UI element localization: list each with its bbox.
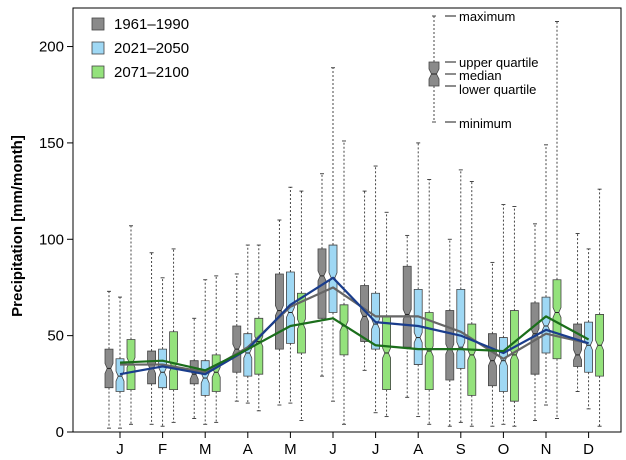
box-2-A	[243, 244, 253, 404]
box-1-J	[317, 173, 327, 377]
series-line-2	[119, 276, 589, 376]
x-tick-label: M	[199, 441, 212, 458]
plot-frame	[72, 7, 622, 433]
key-label-median: median	[459, 68, 502, 83]
x-tick-label: J	[372, 441, 380, 458]
y-tick-label: 0	[56, 424, 64, 441]
box-1-O	[488, 261, 497, 427]
box-2-S	[456, 169, 466, 423]
box-body	[467, 323, 477, 396]
x-tick-label: A	[413, 441, 423, 458]
box-3-A	[254, 244, 264, 412]
legend-label: 2021–2050	[114, 40, 189, 57]
box-2-M	[286, 186, 295, 404]
box-2-J	[328, 67, 338, 402]
series-line-3	[119, 315, 590, 372]
box-3-M	[297, 190, 306, 421]
key-label-minimum: minimum	[459, 116, 512, 131]
x-tick-label: M	[284, 441, 297, 458]
x-tick-label: A	[243, 441, 253, 458]
box-2-A	[413, 142, 423, 418]
y-tick-label: 150	[39, 135, 64, 152]
x-tick-label: D	[583, 441, 594, 458]
box-body	[510, 310, 519, 402]
box-body	[445, 310, 455, 381]
x-tick-label: N	[541, 441, 552, 458]
box-body	[339, 304, 349, 356]
box-2-D	[584, 248, 593, 410]
box-3-A	[424, 179, 434, 425]
box-3-M	[211, 275, 221, 423]
box-body	[158, 348, 167, 389]
box-body	[552, 279, 562, 360]
box-3-O	[510, 206, 519, 427]
box-2-O	[499, 204, 508, 425]
key-label-upper-quartile: upper quartile	[459, 55, 539, 70]
box-3-J	[126, 225, 136, 425]
box-body	[584, 321, 593, 373]
box-body	[530, 302, 540, 375]
box-3-J	[339, 140, 349, 425]
box-body	[243, 333, 253, 377]
key-label-maximum: maximum	[459, 9, 515, 24]
box-3-S	[467, 181, 477, 427]
y-tick-label: 200	[39, 39, 64, 56]
plot-area: 0 50 100 150 200 J F M A M J J A S O N D	[39, 7, 622, 458]
x-tick-label: S	[456, 441, 466, 458]
box-1-D	[573, 233, 582, 392]
x-tick-label: J	[116, 441, 124, 458]
box-body	[402, 265, 412, 348]
box-1-N	[530, 223, 540, 421]
box-3-N	[552, 21, 562, 419]
y-tick-label: 100	[39, 231, 64, 248]
box-body	[254, 317, 264, 375]
x-tick-label: O	[498, 441, 510, 458]
legend-swatch	[91, 41, 105, 55]
legend-label: 1961–1990	[114, 16, 189, 33]
box-2-J	[115, 296, 125, 429]
box-body	[456, 288, 466, 369]
box-3-F	[169, 248, 178, 423]
key-label-lower-quartile: lower quartile	[459, 82, 536, 97]
box-1-F	[147, 252, 156, 425]
box-1-A	[402, 234, 412, 398]
box-3-J	[382, 211, 391, 418]
box-2-M	[200, 279, 210, 425]
box-body	[115, 358, 125, 392]
box-3-D	[595, 188, 604, 427]
box-1-A	[232, 273, 242, 402]
box-1-J	[104, 290, 114, 429]
box-body	[169, 331, 178, 390]
box-body	[275, 273, 284, 350]
box-body	[499, 337, 508, 392]
legend: 1961–1990 2021–2050 2071–2100	[91, 16, 189, 81]
x-tick-label: F	[158, 441, 167, 458]
box-body	[488, 333, 497, 387]
legend-label: 2071–2100	[114, 64, 189, 81]
box-2-N	[541, 144, 551, 406]
x-tick-label: J	[329, 441, 337, 458]
box-body	[573, 323, 582, 367]
series-line-1	[120, 286, 589, 374]
box-1-J	[360, 190, 369, 371]
legend-swatch	[91, 17, 105, 31]
y-axis-label: Precipitation [mm/month]	[9, 135, 26, 317]
box-2-J	[371, 165, 380, 414]
box-2-F	[158, 277, 167, 427]
box-body	[541, 296, 551, 354]
box-body	[211, 354, 221, 392]
y-tick-label: 50	[47, 328, 64, 345]
legend-swatch	[91, 65, 105, 79]
